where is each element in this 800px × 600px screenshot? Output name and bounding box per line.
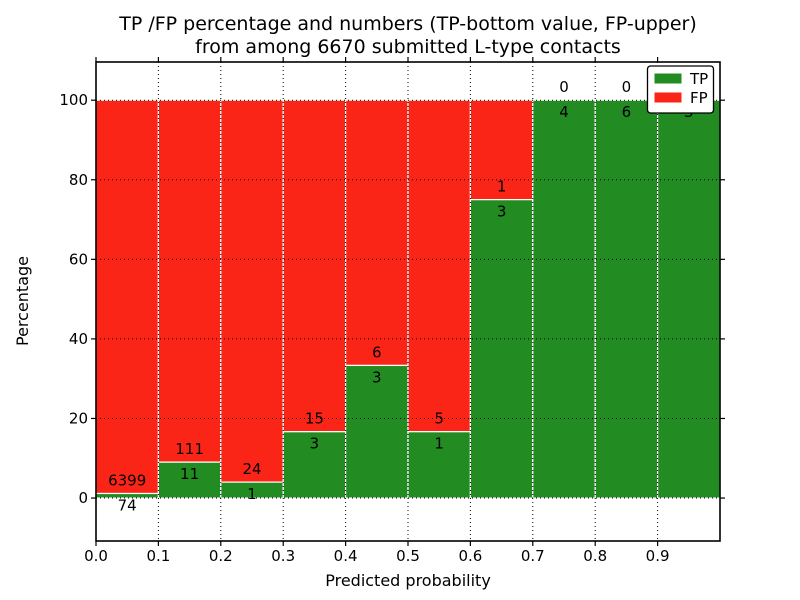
fp-count-label: 5 [434, 410, 444, 428]
fp-count-label: 0 [559, 78, 569, 96]
x-tick-label: 0.3 [271, 547, 295, 565]
x-tick-label: 0.0 [84, 547, 108, 565]
x-tick-label: 0.6 [458, 547, 482, 565]
fp-count-label: 111 [175, 440, 204, 458]
bar-tp-segment [282, 431, 347, 499]
y-tick-label: 0 [78, 489, 88, 507]
chart-title-line2: from among 6670 submitted L-type contact… [195, 36, 621, 58]
bar-fp-segment [345, 99, 409, 367]
legend-label-fp: FP [690, 89, 708, 107]
x-tick-label: 0.4 [334, 547, 358, 565]
tp-count-label: 4 [559, 103, 569, 121]
x-tick-label: 0.8 [583, 547, 607, 565]
legend-label-tp: TP [689, 70, 708, 88]
fp-count-label: 0 [622, 78, 632, 96]
y-tick-label: 60 [69, 250, 88, 268]
bar-fp-segment [157, 99, 222, 463]
bar-fp-segment [407, 99, 472, 433]
tp-count-label: 3 [372, 368, 382, 386]
legend-swatch-tp [654, 73, 682, 84]
x-axis-label: Predicted probability [325, 571, 491, 590]
tp-count-label: 11 [180, 465, 199, 483]
bar-tp-segment [345, 364, 409, 499]
fp-count-label: 24 [242, 460, 261, 478]
y-tick-label: 80 [69, 171, 88, 189]
legend-swatch-fp [654, 92, 682, 103]
bar-fp-segment [95, 99, 160, 495]
bar-fp-segment [469, 99, 534, 201]
bar-tp-segment [532, 99, 596, 499]
grid-layer [96, 62, 720, 541]
tp-count-label: 1 [247, 485, 257, 503]
tp-count-label: 6 [622, 103, 632, 121]
x-tick-label: 0.5 [396, 547, 420, 565]
tp-count-label: 3 [310, 435, 320, 453]
fp-count-label: 15 [305, 410, 324, 428]
axis-ticks-layer [91, 57, 725, 546]
bar-tp-segment [656, 99, 721, 499]
tick-labels-layer: 0.0 0.1 0.2 0.3 0.4 0.5 0.6 0.7 0.8 0.9 0 20 40 60 80 1… [59, 91, 669, 565]
x-tick-label: 0.7 [521, 547, 545, 565]
y-tick-label: 20 [69, 409, 88, 427]
bar-tp-segment [407, 431, 472, 499]
bar-tp-segment [469, 199, 534, 499]
x-tick-label: 0.9 [646, 547, 670, 565]
y-tick-label: 40 [69, 330, 88, 348]
tp-count-label: 1 [434, 435, 444, 453]
fp-count-label: 1 [497, 178, 507, 196]
tp-count-label: 74 [118, 496, 137, 514]
tp-count-label: 3 [497, 203, 507, 221]
fp-count-label: 6399 [108, 471, 146, 489]
y-tick-label: 100 [59, 91, 88, 109]
fp-count-label: 6 [372, 343, 382, 361]
x-tick-label: 0.2 [209, 547, 233, 565]
x-tick-label: 0.1 [146, 547, 170, 565]
bar-tp-segment [594, 99, 659, 499]
y-axis-label: Percentage [13, 256, 32, 346]
chart-title-line1: TP /FP percentage and numbers (TP-bottom… [118, 13, 697, 35]
bar-fp-segment [220, 99, 284, 483]
bar-fp-segment [282, 99, 347, 433]
